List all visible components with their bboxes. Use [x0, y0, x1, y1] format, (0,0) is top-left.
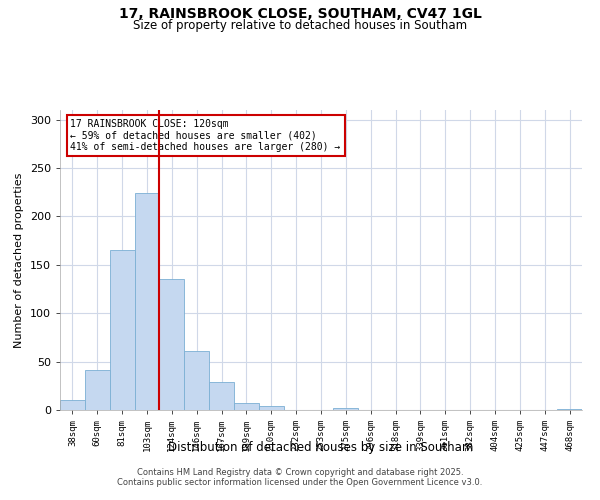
Bar: [259, 406, 284, 410]
Text: 17, RAINSBROOK CLOSE, SOUTHAM, CV47 1GL: 17, RAINSBROOK CLOSE, SOUTHAM, CV47 1GL: [119, 8, 481, 22]
Text: Distribution of detached houses by size in Southam: Distribution of detached houses by size …: [169, 441, 473, 454]
Bar: [85, 370, 110, 410]
Text: Contains public sector information licensed under the Open Government Licence v3: Contains public sector information licen…: [118, 478, 482, 487]
Bar: [209, 382, 234, 410]
Bar: [234, 403, 259, 410]
Bar: [160, 280, 184, 410]
Bar: [110, 250, 134, 410]
Bar: [334, 408, 358, 410]
Y-axis label: Number of detached properties: Number of detached properties: [14, 172, 24, 348]
Text: Size of property relative to detached houses in Southam: Size of property relative to detached ho…: [133, 19, 467, 32]
Bar: [134, 193, 160, 410]
Bar: [184, 351, 209, 410]
Text: 17 RAINSBROOK CLOSE: 120sqm
← 59% of detached houses are smaller (402)
41% of se: 17 RAINSBROOK CLOSE: 120sqm ← 59% of det…: [70, 119, 341, 152]
Bar: [557, 409, 582, 410]
Bar: [60, 400, 85, 410]
Text: Contains HM Land Registry data © Crown copyright and database right 2025.: Contains HM Land Registry data © Crown c…: [137, 468, 463, 477]
